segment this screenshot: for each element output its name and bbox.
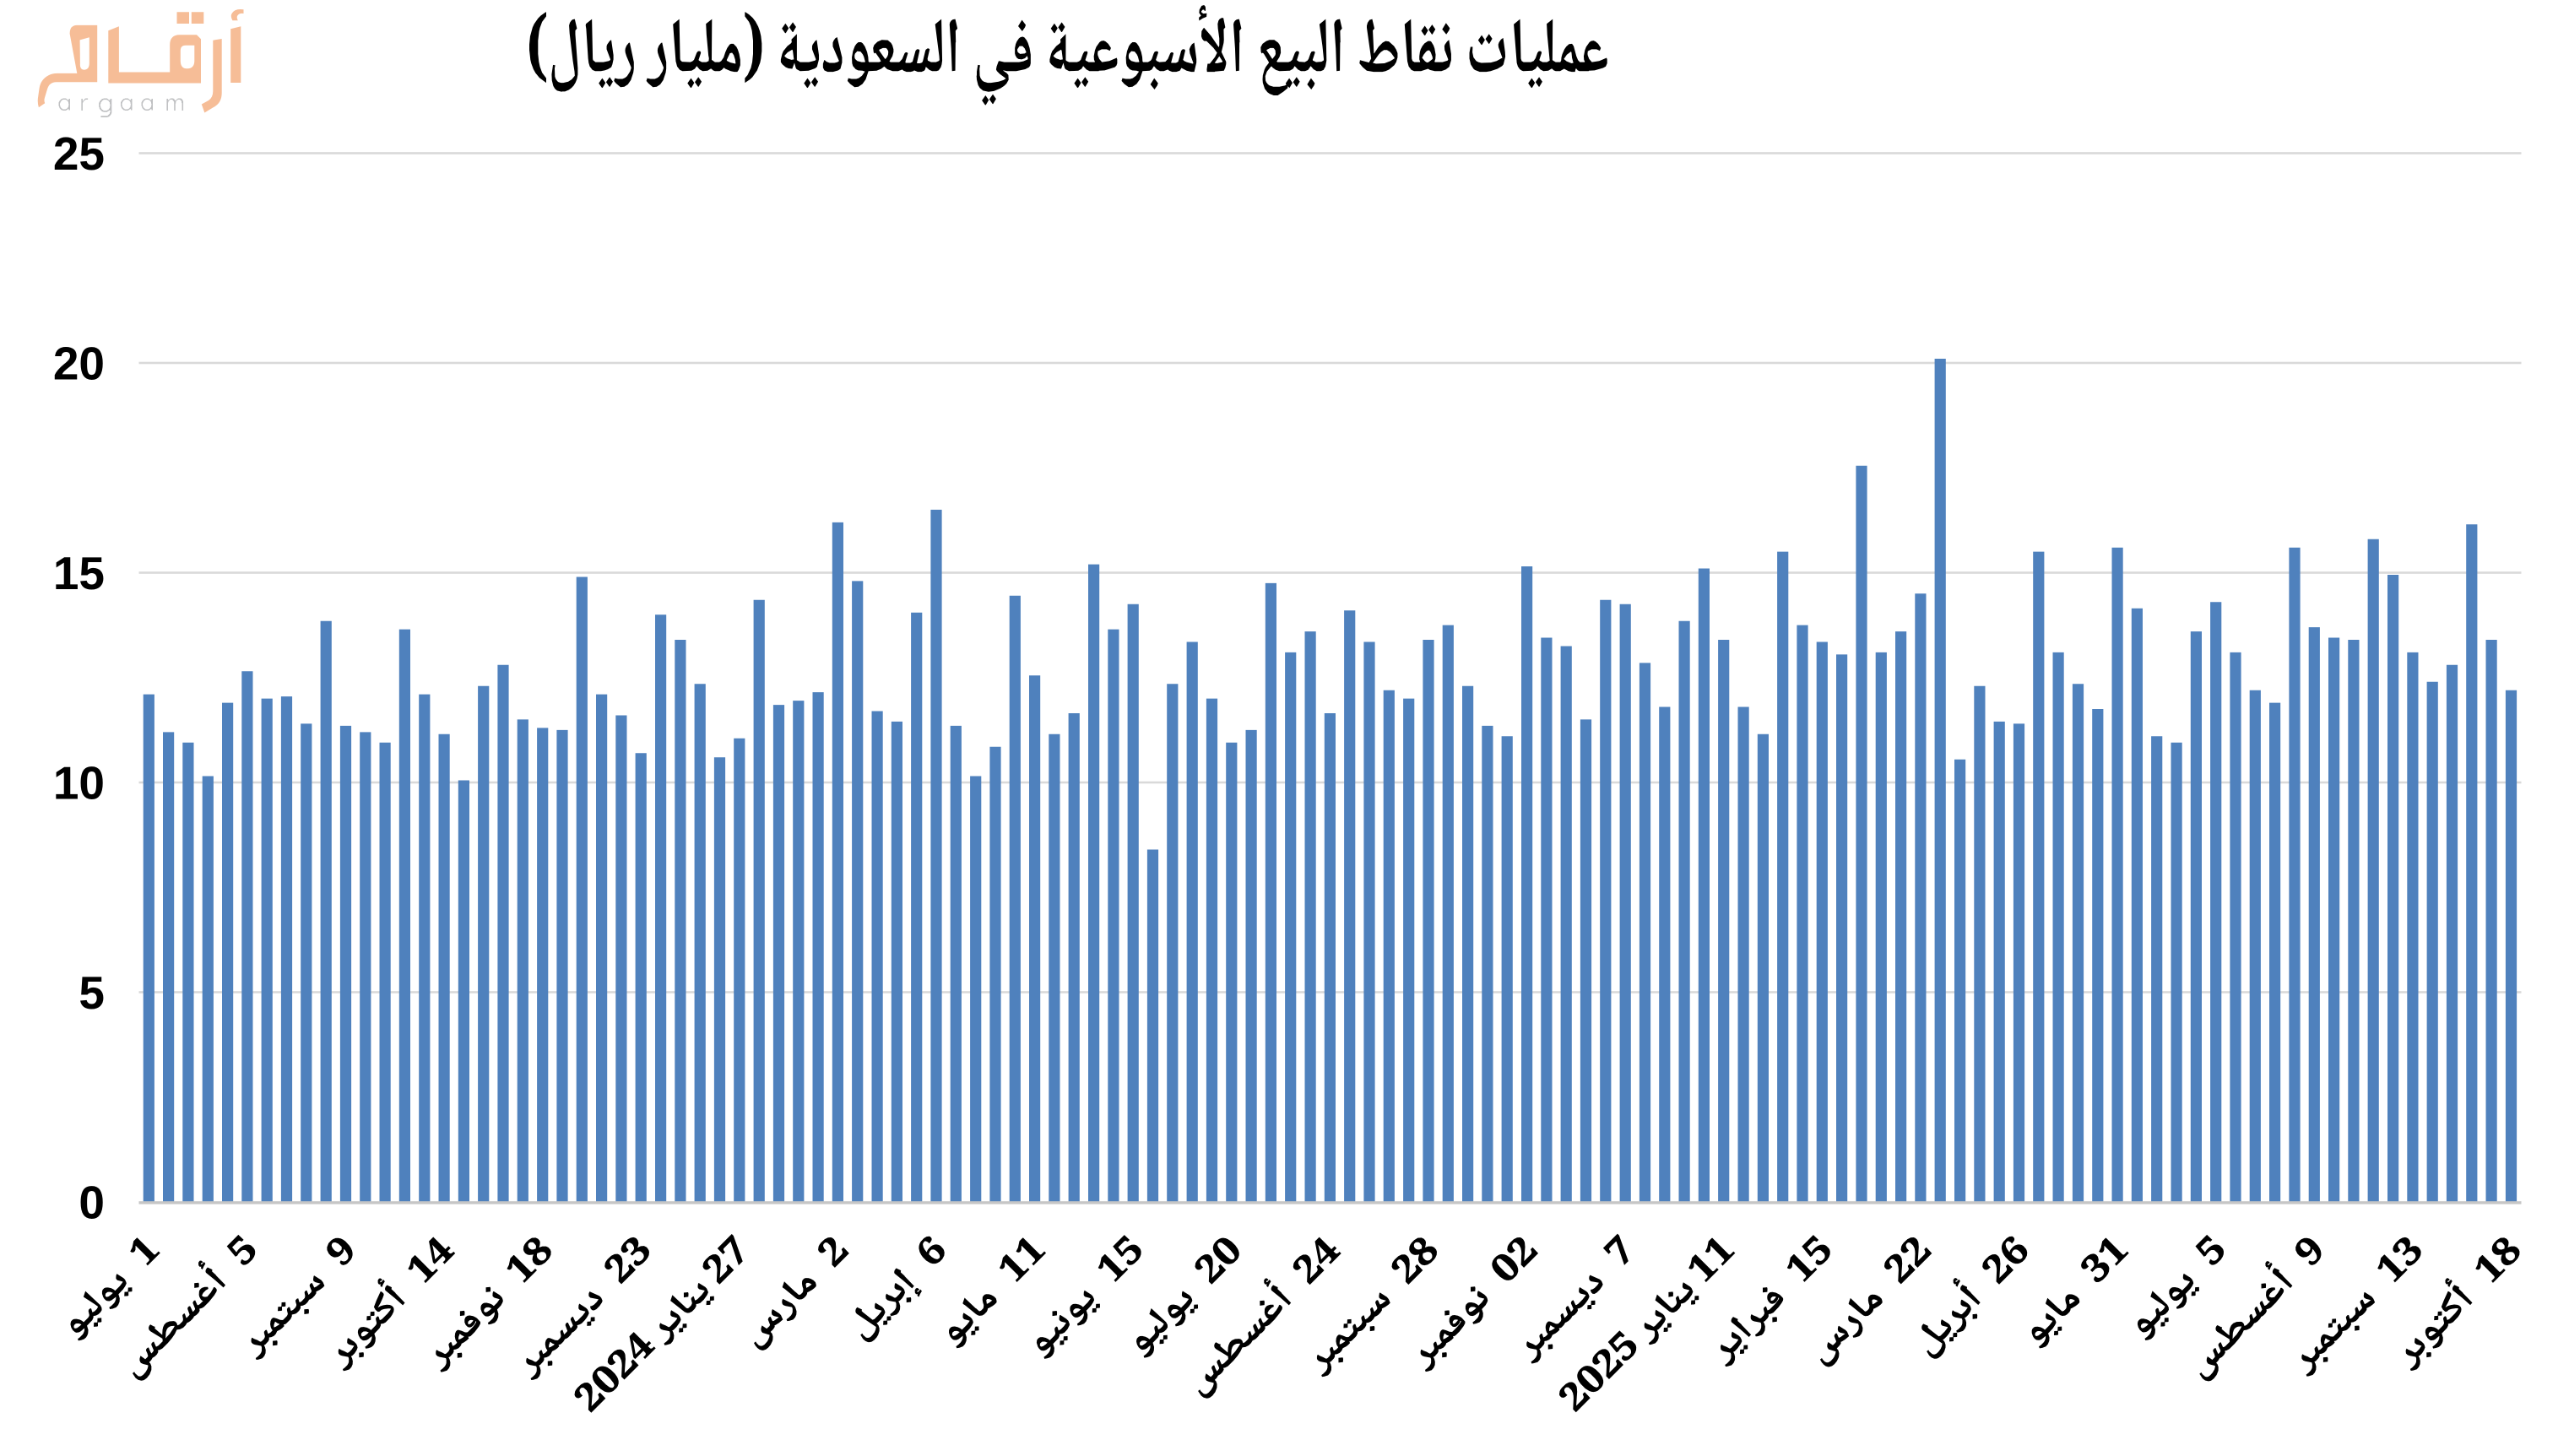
svg-text:20: 20 — [53, 338, 105, 390]
svg-text:0: 0 — [79, 1177, 105, 1229]
svg-text:5: 5 — [79, 966, 105, 1019]
svg-text:25: 25 — [53, 127, 105, 180]
svg-text:15: 15 — [53, 547, 105, 599]
svg-text:10: 10 — [53, 757, 105, 809]
